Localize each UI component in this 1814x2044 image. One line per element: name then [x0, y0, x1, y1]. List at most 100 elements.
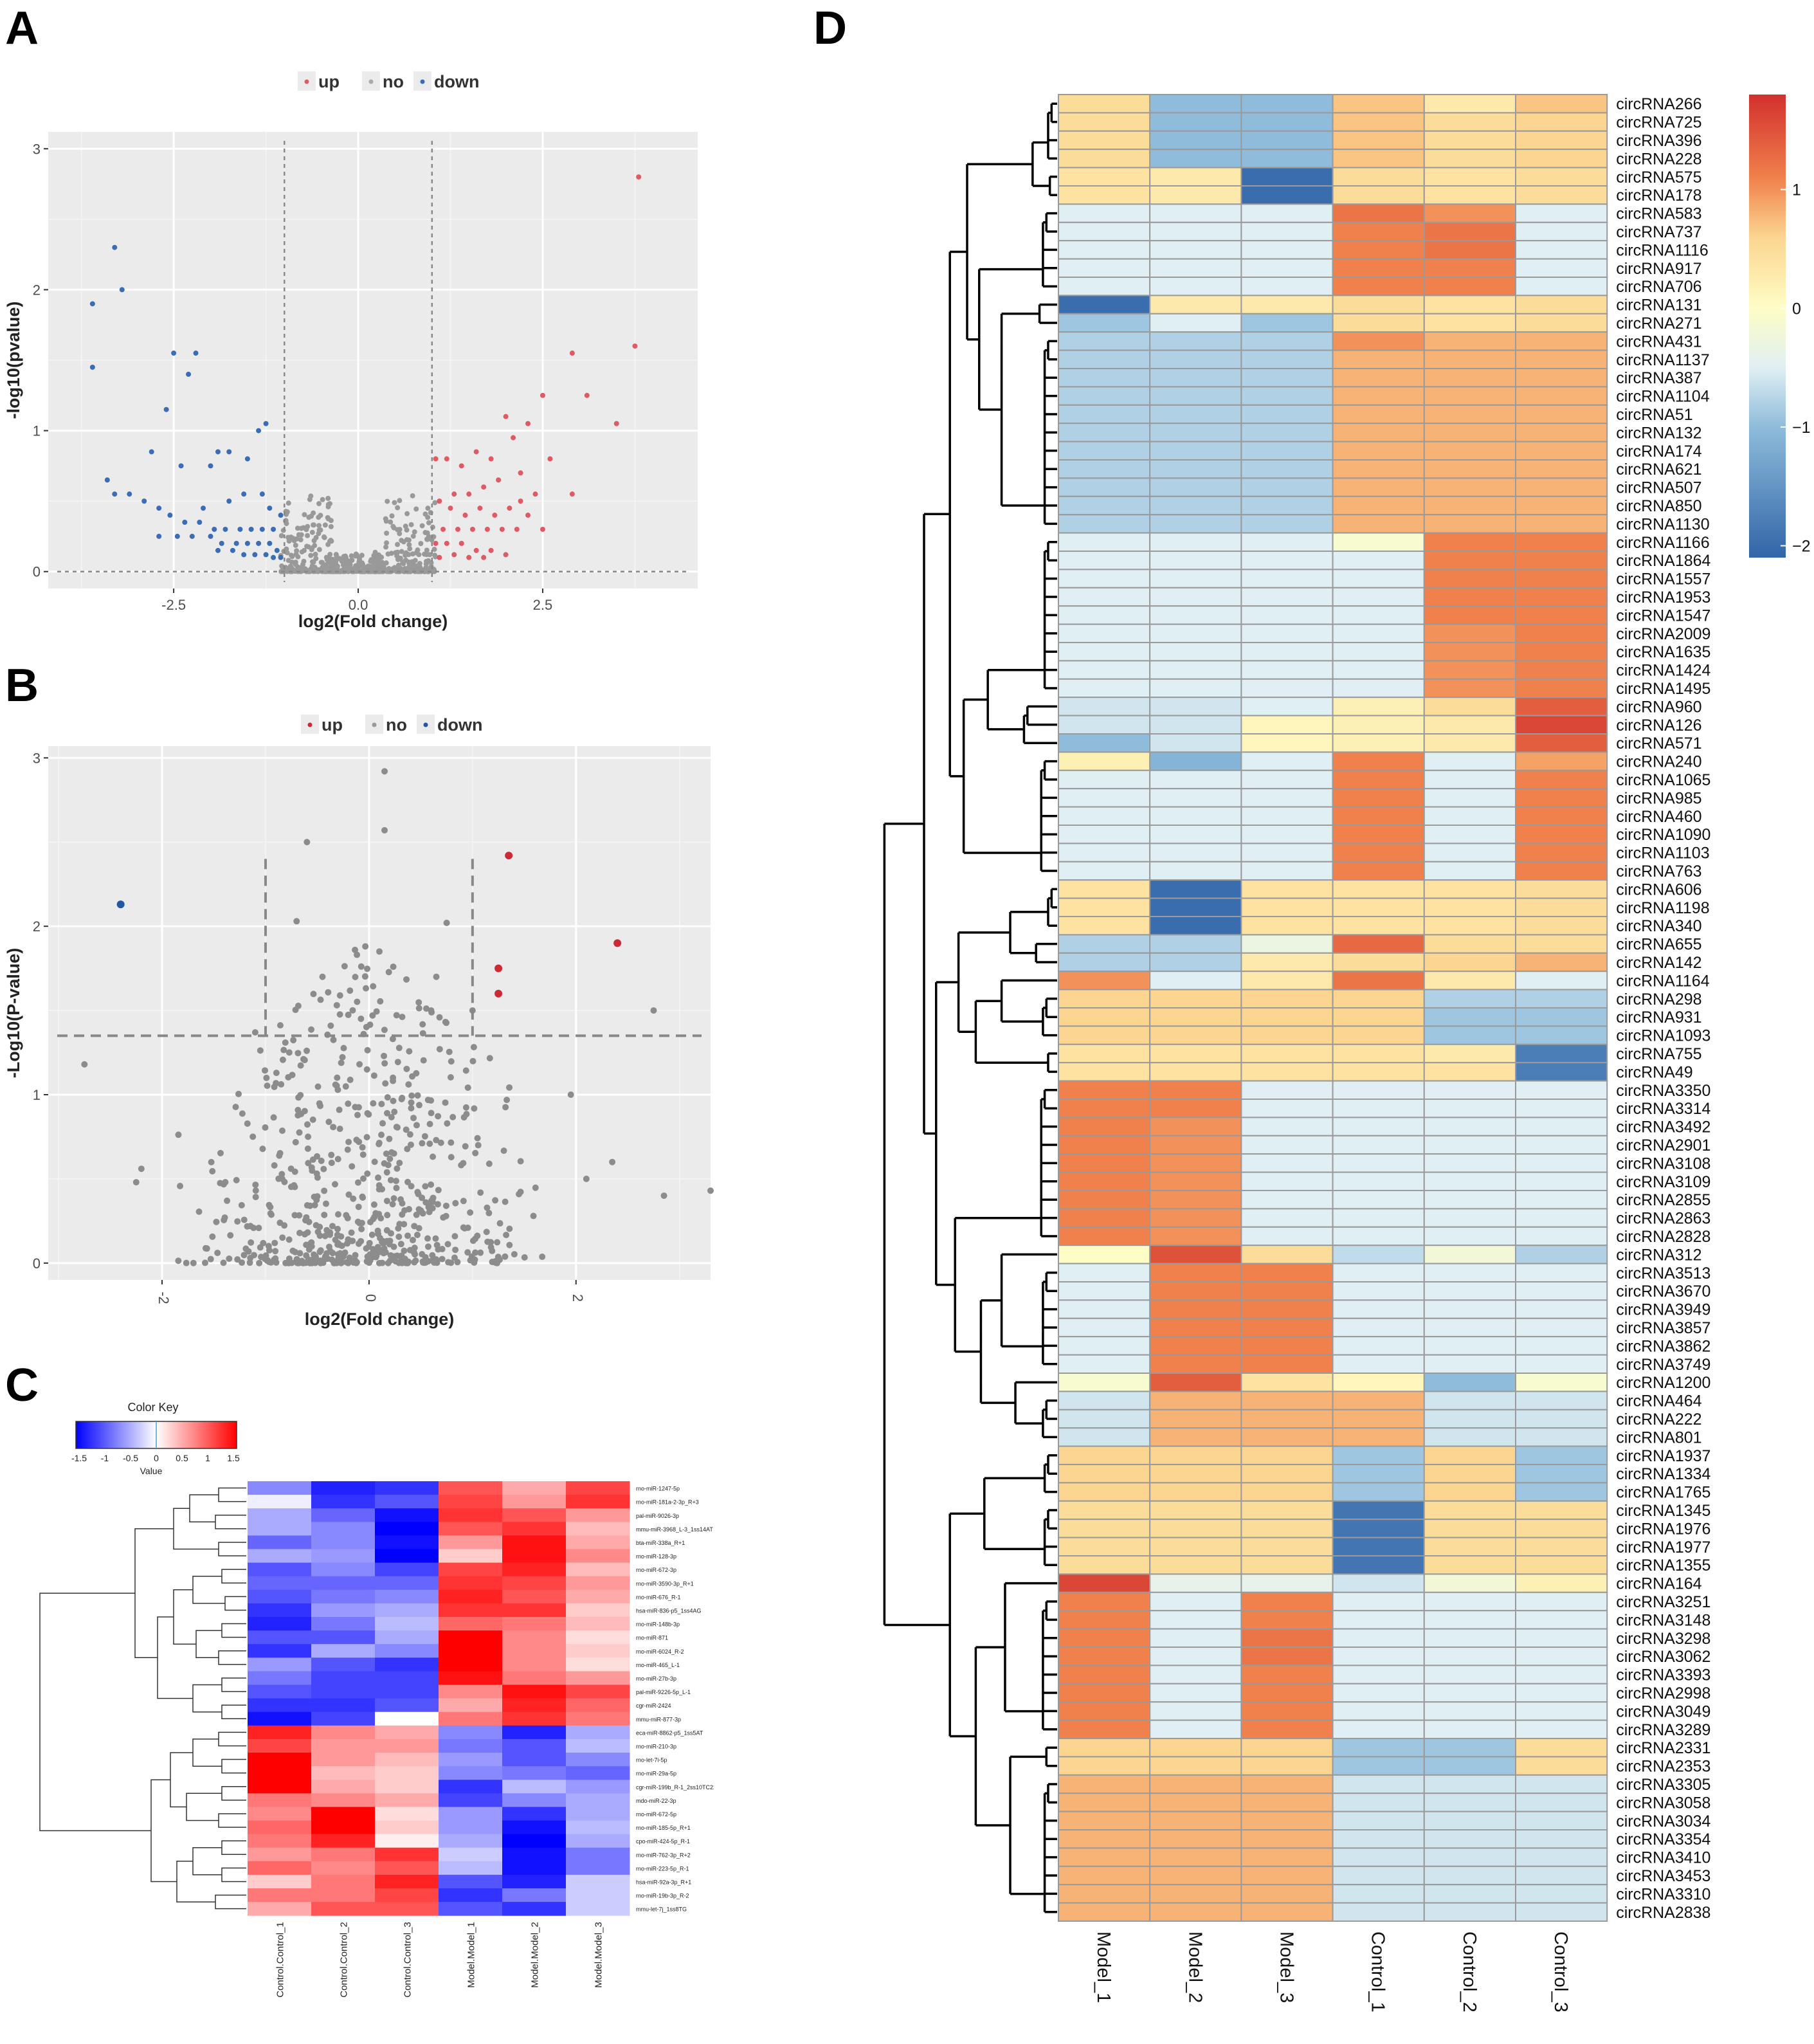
point-no: [379, 1120, 386, 1127]
heat-cell-d: [1515, 733, 1608, 753]
point-no: [385, 969, 392, 976]
row-label-c: rno-miR-672-3p: [636, 1567, 676, 1573]
row-label-c: cgr-miR-2424: [636, 1702, 671, 1709]
point-no: [278, 1081, 285, 1088]
col-label-d: Model_3: [1276, 1931, 1297, 2003]
point-no: [334, 1225, 341, 1232]
heat-cell-c: [566, 1861, 630, 1875]
heat-cell-d: [1423, 167, 1516, 187]
heat-cell-d: [1149, 1226, 1242, 1246]
heat-cell-d: [1423, 1884, 1516, 1904]
heat-cell-d: [1515, 1373, 1608, 1392]
point-no: [410, 1115, 417, 1122]
heat-cell-d: [1149, 94, 1242, 114]
heat-cell-d: [1149, 495, 1242, 516]
point-no: [353, 1136, 360, 1144]
point-no: [411, 1259, 418, 1266]
heat-cell-d: [1058, 1336, 1151, 1356]
heat-cell-c: [502, 1753, 567, 1767]
row-label-d: circRNA396: [1616, 132, 1701, 150]
heat-cell-d: [1058, 221, 1151, 242]
heat-cell-d: [1240, 1445, 1334, 1466]
heat-cell-d: [1423, 130, 1516, 151]
point-no: [381, 1060, 388, 1067]
point-no: [259, 1145, 266, 1153]
point-no: [278, 533, 284, 538]
heat-cell-c: [311, 1834, 376, 1848]
point-no: [447, 1074, 454, 1081]
legend-dot-up: [307, 722, 313, 727]
heat-cell-c: [566, 1617, 630, 1631]
heat-cell-c: [375, 1725, 439, 1740]
point-no: [240, 1216, 248, 1223]
heat-cell-d: [1149, 1208, 1242, 1228]
y-tick-label: 0: [33, 1255, 41, 1272]
col-label-c: Model.Model_2: [530, 1922, 541, 1988]
heat-cell-d: [1332, 1591, 1425, 1612]
point-no: [334, 1251, 341, 1258]
point-no: [382, 1249, 389, 1256]
point-up: [514, 526, 520, 532]
heat-cell-d: [1423, 1573, 1516, 1593]
point-no: [323, 1227, 331, 1234]
heat-cell-c: [375, 1630, 439, 1645]
heat-cell-d: [1058, 1683, 1151, 1703]
point-no: [425, 506, 431, 511]
point-no: [352, 1104, 359, 1111]
heat-cell-d: [1423, 1117, 1516, 1136]
point-no: [378, 1100, 385, 1108]
heat-cell-c: [566, 1780, 630, 1794]
heat-cell-c: [248, 1874, 312, 1889]
point-no: [293, 560, 298, 565]
row-label-d: circRNA575: [1616, 169, 1701, 187]
point-no: [379, 1259, 386, 1266]
heat-cell-d: [1423, 1043, 1516, 1064]
heat-cell-c: [439, 1657, 503, 1672]
point-no: [401, 539, 406, 545]
point-no: [485, 1210, 493, 1217]
heat-cell-d: [1515, 1701, 1608, 1721]
point-no: [304, 1145, 311, 1152]
row-label-c: eca-miR-8862-p5_1ss5AT: [636, 1729, 703, 1736]
point-no: [370, 569, 376, 574]
point-no: [415, 547, 421, 553]
heat-cell-d: [1332, 1884, 1425, 1904]
point-no: [278, 1171, 286, 1178]
row-label-d: circRNA755: [1616, 1045, 1701, 1063]
heat-cell-d: [1423, 1756, 1516, 1776]
point-no: [81, 1061, 88, 1068]
point-no: [278, 1127, 286, 1135]
point-down: [208, 463, 213, 469]
heat-cell-c: [502, 1738, 567, 1753]
point-no: [385, 498, 390, 504]
point-no: [325, 495, 331, 501]
heat-cell-d: [1149, 1190, 1242, 1210]
heat-cell-d: [1515, 423, 1608, 443]
point-no: [375, 1174, 382, 1182]
point-down: [141, 498, 147, 504]
heat-cell-d: [1332, 605, 1425, 625]
heat-cell-d: [1149, 1902, 1242, 1922]
heat-cell-d: [1149, 1317, 1242, 1338]
heat-cell-d: [1332, 1647, 1425, 1666]
legend-dot-up: [304, 79, 309, 84]
heat-cell-d: [1515, 441, 1608, 461]
point-no: [352, 974, 359, 981]
heat-cell-d: [1058, 1902, 1151, 1922]
heat-cell-c: [311, 1766, 376, 1780]
heat-cell-d: [1240, 989, 1334, 1008]
heat-cell-c: [439, 1847, 503, 1862]
row-label-d: circRNA3354: [1616, 1830, 1710, 1848]
heat-cell-d: [1149, 277, 1242, 297]
point-no: [286, 500, 291, 506]
point-no: [336, 992, 343, 999]
row-label-c: rno-miR-223-5p_R-1: [636, 1865, 689, 1872]
heat-cell-d: [1423, 1482, 1516, 1502]
heat-cell-d: [1240, 1373, 1334, 1392]
point-no: [484, 1204, 491, 1211]
row-label-d: circRNA340: [1616, 917, 1701, 935]
heat-cell-c: [311, 1820, 376, 1835]
heat-cell-d: [1515, 678, 1608, 698]
row-dendrogram-d: [883, 102, 1057, 1913]
heat-cell-c: [439, 1481, 503, 1495]
